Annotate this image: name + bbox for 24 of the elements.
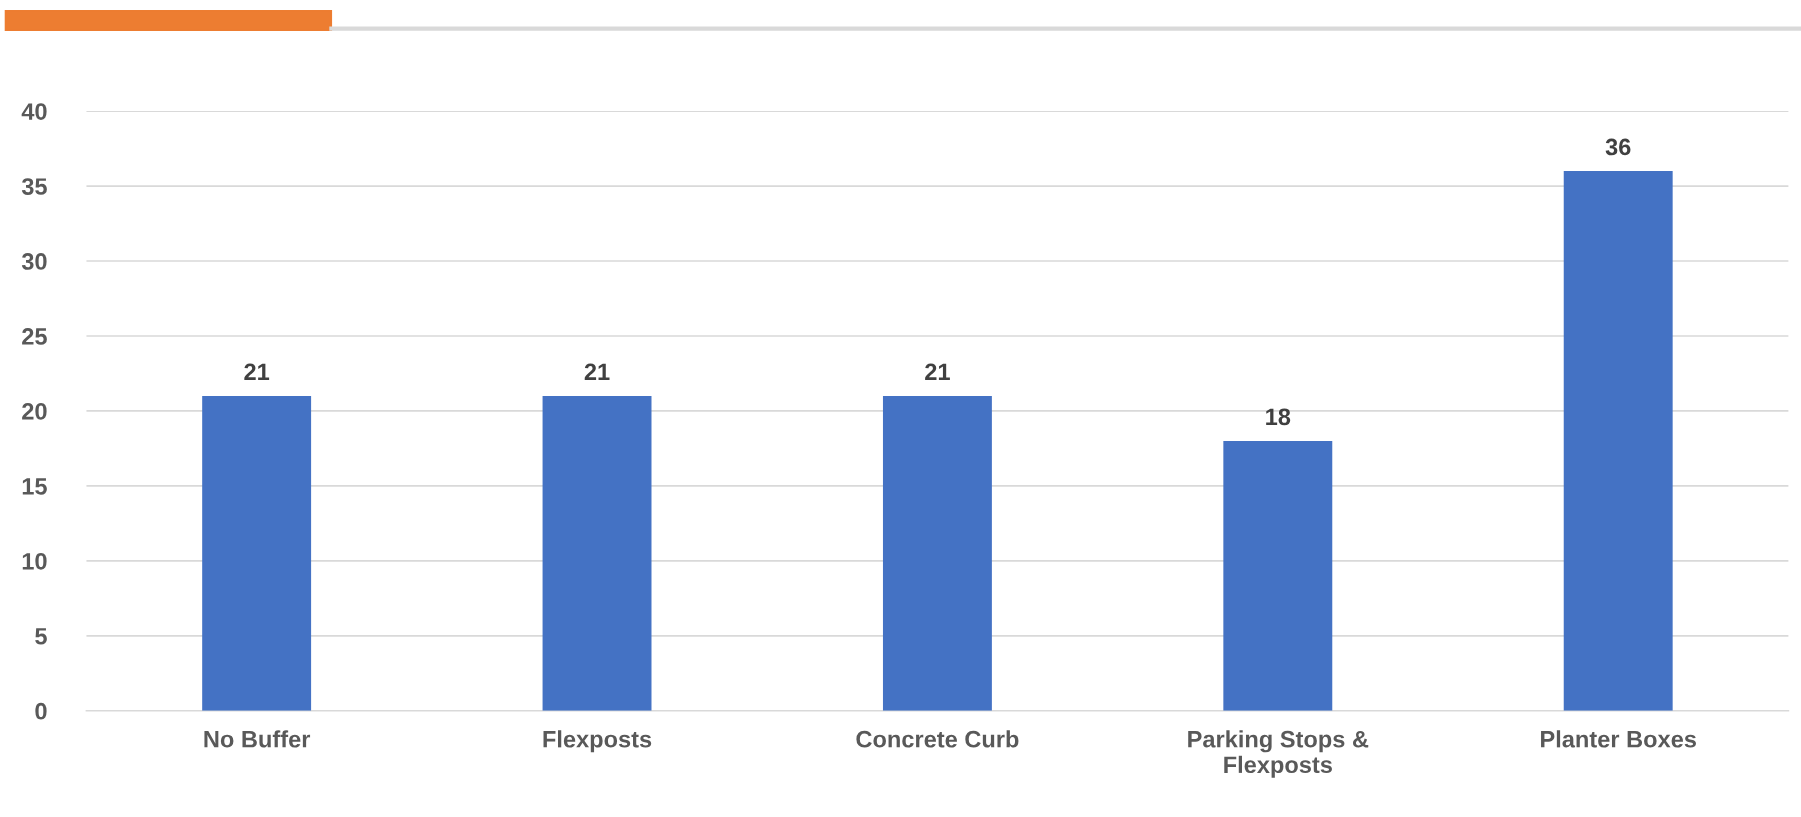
bar [202, 395, 312, 711]
x-tick-label: Parking Stops & Flexposts [1188, 730, 1369, 778]
y-tick-label: 10 [22, 552, 47, 570]
x-tick-label: No Buffer [204, 730, 311, 748]
bar [1223, 440, 1333, 711]
data-label: 21 [925, 363, 950, 380]
x-tick-label: Planter Boxes [1541, 730, 1696, 748]
y-tick-label: 40 [21, 103, 47, 120]
y-tick-label: 20 [22, 403, 47, 420]
bar [882, 395, 992, 711]
data-label: 36 [1605, 138, 1631, 156]
bar [542, 395, 652, 711]
y-tick-label: 35 [21, 178, 47, 195]
y-tick-label: 15 [22, 478, 47, 495]
bar [1563, 171, 1673, 711]
x-tick-label: Flexposts [543, 730, 652, 753]
y-tick-label: 5 [35, 628, 47, 645]
data-label: 18 [1266, 408, 1291, 426]
y-tick-label: 25 [22, 328, 47, 345]
data-label: 21 [584, 363, 610, 380]
data-label: 21 [244, 363, 270, 380]
y-tick-label: 30 [21, 253, 47, 270]
y-tick-label: 0 [35, 702, 47, 720]
x-tick-label: Concrete Curb [856, 730, 1019, 748]
